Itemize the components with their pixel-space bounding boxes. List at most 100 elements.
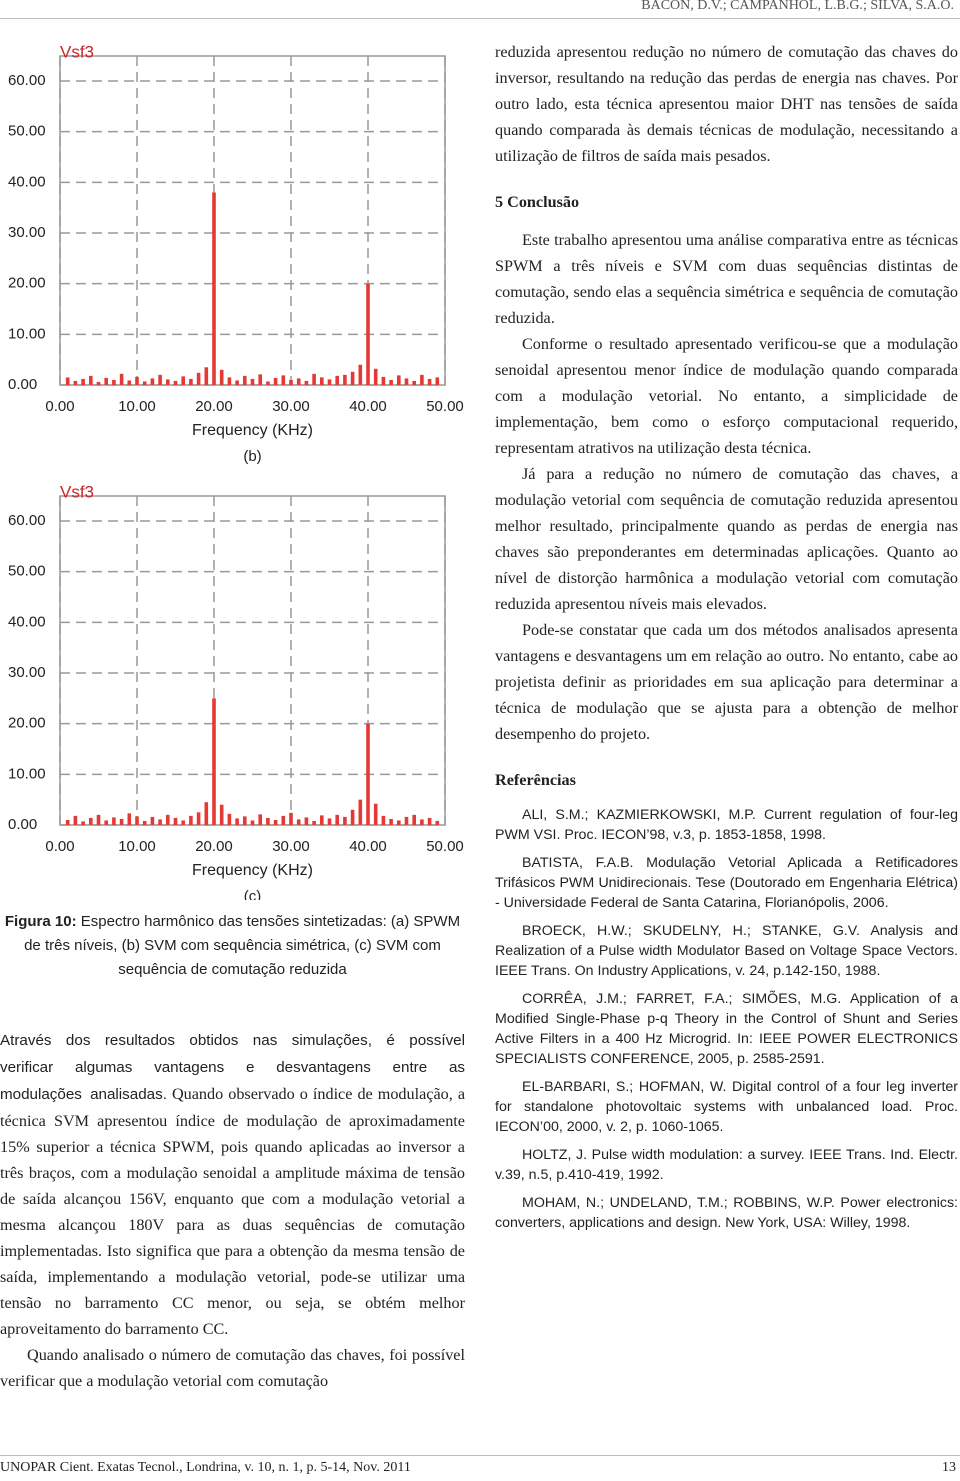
bar xyxy=(89,375,93,385)
paragraph: Quando analisado o número de comutação d… xyxy=(0,1346,465,1390)
x-tick-label: 10.00 xyxy=(118,398,156,415)
y-tick-label: 60.00 xyxy=(8,72,46,89)
bar xyxy=(204,802,209,825)
x-tick-label: 30.00 xyxy=(272,398,310,415)
plot-frame xyxy=(59,495,446,826)
bar xyxy=(381,376,386,385)
y-tick-label: 40.00 xyxy=(8,613,46,630)
bar xyxy=(397,820,401,825)
y-tick-label: 60.00 xyxy=(8,512,46,529)
bar xyxy=(427,378,432,385)
bar xyxy=(173,380,178,385)
bar xyxy=(104,377,108,385)
bar xyxy=(266,817,270,825)
bar xyxy=(366,283,370,385)
bar xyxy=(235,380,239,385)
paragraph: reduzida apresentou redução no número de… xyxy=(495,43,958,165)
bar xyxy=(196,372,201,385)
bar xyxy=(135,816,139,825)
bar xyxy=(412,814,416,825)
bar xyxy=(320,377,324,385)
bar xyxy=(73,380,78,385)
panel-label: (b) xyxy=(243,448,261,465)
bar xyxy=(166,379,170,385)
x-tick-label: 20.00 xyxy=(195,838,233,855)
x-tick-label: 10.00 xyxy=(118,838,156,855)
y-tick-label: 10.00 xyxy=(8,325,46,342)
bar xyxy=(158,819,162,825)
bar xyxy=(81,821,85,825)
y-tick-label: 10.00 xyxy=(8,765,46,782)
chart: Vsf3 0.00 10.00 20.00 30.00 40.00 50.00 60.00 0.… xyxy=(8,42,464,465)
bar xyxy=(127,813,132,825)
bar xyxy=(227,377,232,385)
paragraph: Conforme o resultado apresentado verific… xyxy=(495,335,958,457)
bar xyxy=(258,814,262,825)
bar xyxy=(404,816,409,825)
y-tick-label: 50.00 xyxy=(8,123,46,140)
reference: BATISTA, F.A.B. Modulação Vetorial Aplic… xyxy=(495,855,958,911)
bar xyxy=(358,364,363,385)
y-tick-label: 20.00 xyxy=(8,275,46,292)
bar xyxy=(389,379,393,385)
caption-label: Figura 10: xyxy=(4,913,77,930)
footer-journal: UNOPAR Cient. Exatas Tecnol., Londrina, … xyxy=(0,1460,411,1475)
bar xyxy=(335,814,339,825)
bar xyxy=(304,817,309,825)
right-column: reduzida apresentou redução no número de… xyxy=(495,39,958,1241)
x-axis-label: Frequency (KHz) xyxy=(192,422,313,439)
bar xyxy=(212,192,216,385)
y-tick-label: 30.00 xyxy=(8,224,46,241)
bar xyxy=(273,377,278,385)
bar xyxy=(373,803,378,825)
text-sans: Através dos resultados obtidos nas simul… xyxy=(0,1032,465,1103)
plot-frame xyxy=(59,55,446,386)
bar xyxy=(219,369,224,385)
bar xyxy=(173,817,178,825)
bar xyxy=(320,815,324,825)
bar xyxy=(96,814,101,825)
bar xyxy=(404,378,409,385)
reference: HOLTZ, J. Pulse width modulation: a surv… xyxy=(495,1147,958,1183)
bar xyxy=(150,378,155,385)
bar xyxy=(343,374,347,385)
bar xyxy=(273,819,278,825)
bar xyxy=(373,368,378,385)
x-tick-label: 20.00 xyxy=(195,398,233,415)
y-tick-label: 50.00 xyxy=(8,563,46,580)
bar xyxy=(142,381,147,385)
x-tick-label: 30.00 xyxy=(272,838,310,855)
bar xyxy=(327,379,332,385)
bar xyxy=(243,375,247,385)
bar xyxy=(73,815,78,825)
bar xyxy=(327,818,332,825)
left-column: Através dos resultados obtidos nas simul… xyxy=(0,1027,465,1394)
bar xyxy=(366,723,370,825)
reference: MOHAM, N.; UNDELAND, T.M.; ROBBINS, W.P.… xyxy=(495,1195,958,1231)
bar xyxy=(181,376,185,385)
bar xyxy=(89,817,93,825)
footer-rule xyxy=(0,1455,960,1456)
bar xyxy=(166,814,170,825)
bar xyxy=(204,367,209,385)
references: ALI, S.M.; KAZMIERKOWSKI, M.P. Current r… xyxy=(495,805,958,1233)
x-tick-label: 0.00 xyxy=(45,838,74,855)
bar xyxy=(142,820,147,825)
bar xyxy=(127,380,132,385)
bar xyxy=(250,378,255,385)
bar xyxy=(158,374,162,385)
bar xyxy=(65,377,70,385)
bar xyxy=(350,371,355,385)
bar xyxy=(235,818,239,825)
bar xyxy=(227,813,232,825)
paragraph: Pode-se constatar que cada um dos método… xyxy=(495,621,958,743)
x-axis-label: Frequency (KHz) xyxy=(192,862,313,879)
bar xyxy=(358,799,363,825)
bar xyxy=(243,816,247,825)
header-rule xyxy=(0,18,960,19)
bar xyxy=(181,820,185,825)
bar xyxy=(296,378,301,385)
text: Quando observado o índice de modulação, … xyxy=(0,1085,466,1338)
bar xyxy=(289,379,293,385)
bar xyxy=(312,373,316,385)
